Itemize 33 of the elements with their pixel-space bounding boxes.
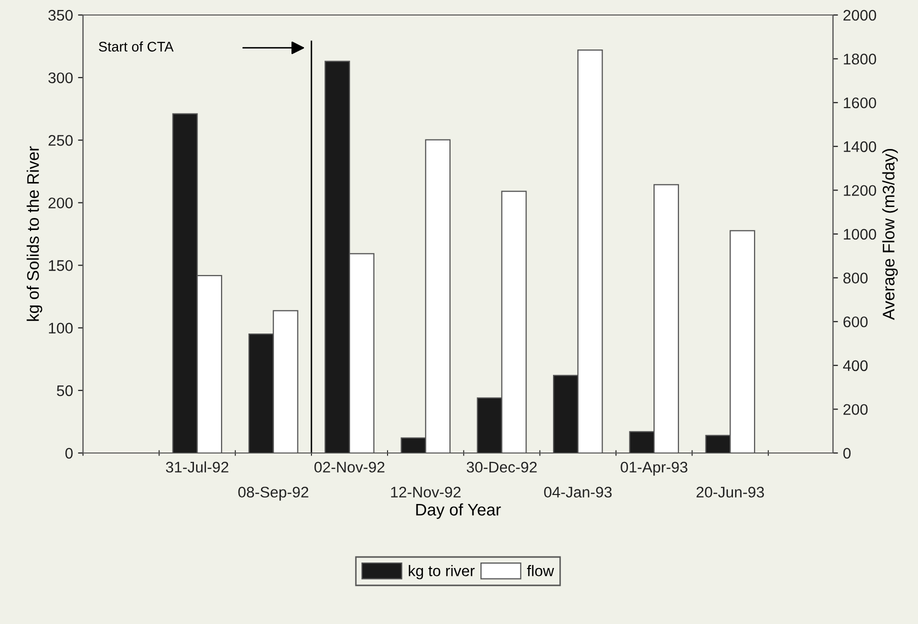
- y2-axis-title: Average Flow (m3/day): [882, 149, 898, 320]
- y2-tick-label: 200: [843, 404, 868, 415]
- y-tick-label: 350: [48, 10, 73, 21]
- y2-tick-label: 1400: [844, 141, 876, 152]
- y2-tick-label: 1200: [844, 185, 876, 196]
- y-tick-label: 150: [48, 260, 73, 271]
- x-tick-label: 08-Sep-92: [238, 486, 308, 501]
- y2-tick-label: 2000: [843, 10, 876, 21]
- y2-tick-label: 0: [843, 448, 851, 459]
- x-tick-label: 20-Jun-93: [696, 486, 764, 498]
- y2-tick-label: 1000: [844, 228, 876, 240]
- y-tick-label: 250: [48, 135, 73, 146]
- x-tick-label: 12-Nov-92: [391, 486, 461, 498]
- legend-label: kg to river: [408, 565, 475, 580]
- y-axis-title: kg of Solids to the River: [26, 146, 42, 321]
- y2-tick-label: 600: [844, 316, 868, 328]
- x-tick-label: 30-Dec-92: [466, 462, 537, 473]
- legend-label: flow: [527, 565, 554, 576]
- y-tick-label: 100: [48, 322, 73, 334]
- y2-tick-label: 400: [843, 360, 868, 372]
- y2-tick-label: 1600: [844, 97, 876, 108]
- x-tick-label: 02-Nov-92: [314, 462, 384, 473]
- y-tick-label: 300: [48, 72, 73, 84]
- x-tick-label: 04-Jan-93: [544, 486, 612, 498]
- x-axis-title: Day of Year: [416, 503, 501, 519]
- y-tick-label: 50: [56, 385, 73, 396]
- y-tick-label: 0: [65, 448, 73, 459]
- y2-tick-label: 1800: [844, 54, 876, 64]
- x-tick-label: 01-Apr-93: [620, 462, 688, 476]
- y2-tick-label: 800: [843, 272, 868, 284]
- annotation: Start of CTA: [98, 41, 174, 52]
- x-tick-label: 31-Jul-92: [166, 461, 228, 473]
- y-tick-label: 200: [48, 198, 73, 208]
